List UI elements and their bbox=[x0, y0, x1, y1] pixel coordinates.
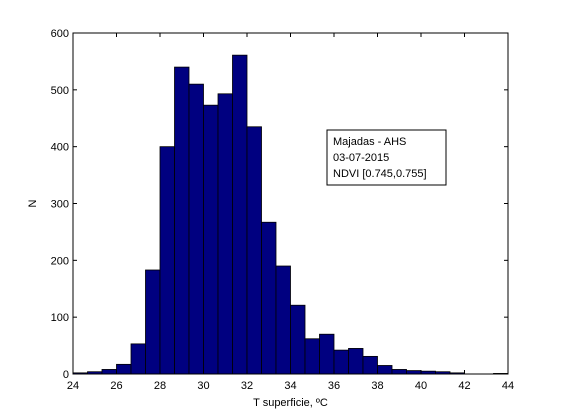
histogram-bar bbox=[362, 355, 378, 375]
histogram-bar bbox=[319, 333, 335, 375]
histogram-bar bbox=[130, 343, 146, 375]
y-tick-label: 200 bbox=[51, 255, 69, 267]
x-tick-label: 38 bbox=[371, 380, 383, 392]
histogram-bar bbox=[145, 269, 161, 375]
annotation-frame bbox=[326, 129, 447, 186]
annotation-line-3: NDVI [0.745,0.755] bbox=[333, 168, 427, 180]
y-tick-label: 400 bbox=[51, 142, 69, 154]
bars-group bbox=[72, 54, 509, 375]
histogram-bar bbox=[101, 369, 117, 375]
x-tick-label: 40 bbox=[415, 380, 427, 392]
histogram-bar bbox=[290, 304, 306, 375]
y-tick-label: 100 bbox=[51, 312, 69, 324]
y-ticks: 0 100 200 300 400 500 600 bbox=[51, 28, 508, 381]
x-tick-label: 26 bbox=[110, 380, 122, 392]
histogram-bar bbox=[391, 369, 407, 375]
histogram-bar bbox=[304, 338, 320, 375]
y-tick-label: 500 bbox=[51, 85, 69, 97]
annotation-box: Majadas - AHS 03-07-2015 NDVI [0.745,0.7… bbox=[326, 129, 447, 186]
x-tick-label: 42 bbox=[458, 380, 470, 392]
x-tick-label: 44 bbox=[502, 380, 514, 392]
x-tick-label: 24 bbox=[67, 380, 79, 392]
histogram-bar bbox=[174, 66, 190, 375]
histogram-bar bbox=[217, 93, 233, 375]
x-tick-label: 28 bbox=[154, 380, 166, 392]
histogram-bar bbox=[203, 104, 219, 375]
histogram-bar bbox=[159, 146, 175, 375]
plot-frame bbox=[72, 32, 509, 375]
histogram-bar bbox=[116, 363, 132, 375]
y-tick-label: 0 bbox=[63, 369, 69, 381]
histogram-bar bbox=[246, 126, 262, 375]
histogram-bar bbox=[261, 221, 277, 375]
x-tick-label: 30 bbox=[197, 380, 209, 392]
histogram-bar bbox=[406, 370, 422, 375]
y-tick-label: 300 bbox=[51, 199, 69, 211]
annotation-line-1: Majadas - AHS bbox=[333, 136, 406, 148]
annotation-line-2: 03-07-2015 bbox=[333, 152, 389, 164]
histogram-bar bbox=[377, 365, 393, 375]
x-tick-label: 36 bbox=[328, 380, 340, 392]
histogram-bar bbox=[188, 83, 204, 375]
histogram-bar bbox=[348, 348, 364, 375]
x-ticks: 24 26 28 30 32 34 36 38 40 42 44 bbox=[67, 33, 514, 392]
x-tick-label: 34 bbox=[284, 380, 296, 392]
histogram-bar bbox=[333, 349, 349, 375]
x-tick-label: 32 bbox=[241, 380, 253, 392]
histogram-bar bbox=[232, 54, 248, 375]
y-axis-label: N bbox=[27, 199, 39, 207]
x-axis-label: T superficie, ºC bbox=[253, 397, 328, 409]
histogram-bar bbox=[275, 265, 291, 375]
y-tick-label: 600 bbox=[51, 28, 69, 40]
